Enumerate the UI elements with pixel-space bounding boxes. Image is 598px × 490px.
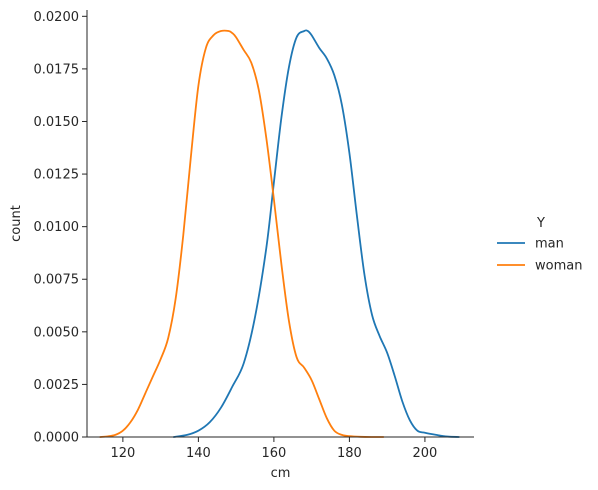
series-line-woman: [99, 29, 385, 438]
y-tick-label: 0.0025: [34, 378, 80, 393]
y-tick-label: 0.0125: [34, 168, 80, 183]
y-tick-label: 0.0150: [34, 115, 80, 130]
legend-label-woman: woman: [535, 259, 582, 274]
x-axis-ticks: 120 140 160 180 200: [110, 437, 437, 461]
legend-label-man: man: [535, 237, 564, 252]
x-tick-label: 200: [413, 446, 438, 461]
y-tick-label: 0.0100: [34, 220, 80, 235]
legend-items: man woman: [497, 237, 582, 274]
x-tick-label: 180: [337, 446, 362, 461]
y-tick-label: 0.0075: [34, 273, 80, 288]
x-tick-label: 120: [110, 446, 135, 461]
x-tick-label: 160: [261, 446, 286, 461]
plot-area: [99, 29, 460, 438]
legend-title: Y: [536, 216, 545, 231]
y-axis-title: count: [9, 205, 24, 242]
y-tick-label: 0.0175: [34, 62, 80, 77]
y-axis-ticks: 0.0000 0.0025 0.0050 0.0075 0.0100 0.0125 0.01…: [34, 10, 87, 446]
series-line-man: [172, 29, 460, 438]
y-tick-label: 0.0050: [34, 325, 80, 340]
y-tick-label: 0.0000: [34, 431, 80, 446]
x-tick-label: 140: [186, 446, 211, 461]
y-tick-label: 0.0200: [34, 10, 80, 25]
x-axis-title: cm: [271, 466, 291, 481]
legend: Y man woman: [497, 216, 582, 274]
